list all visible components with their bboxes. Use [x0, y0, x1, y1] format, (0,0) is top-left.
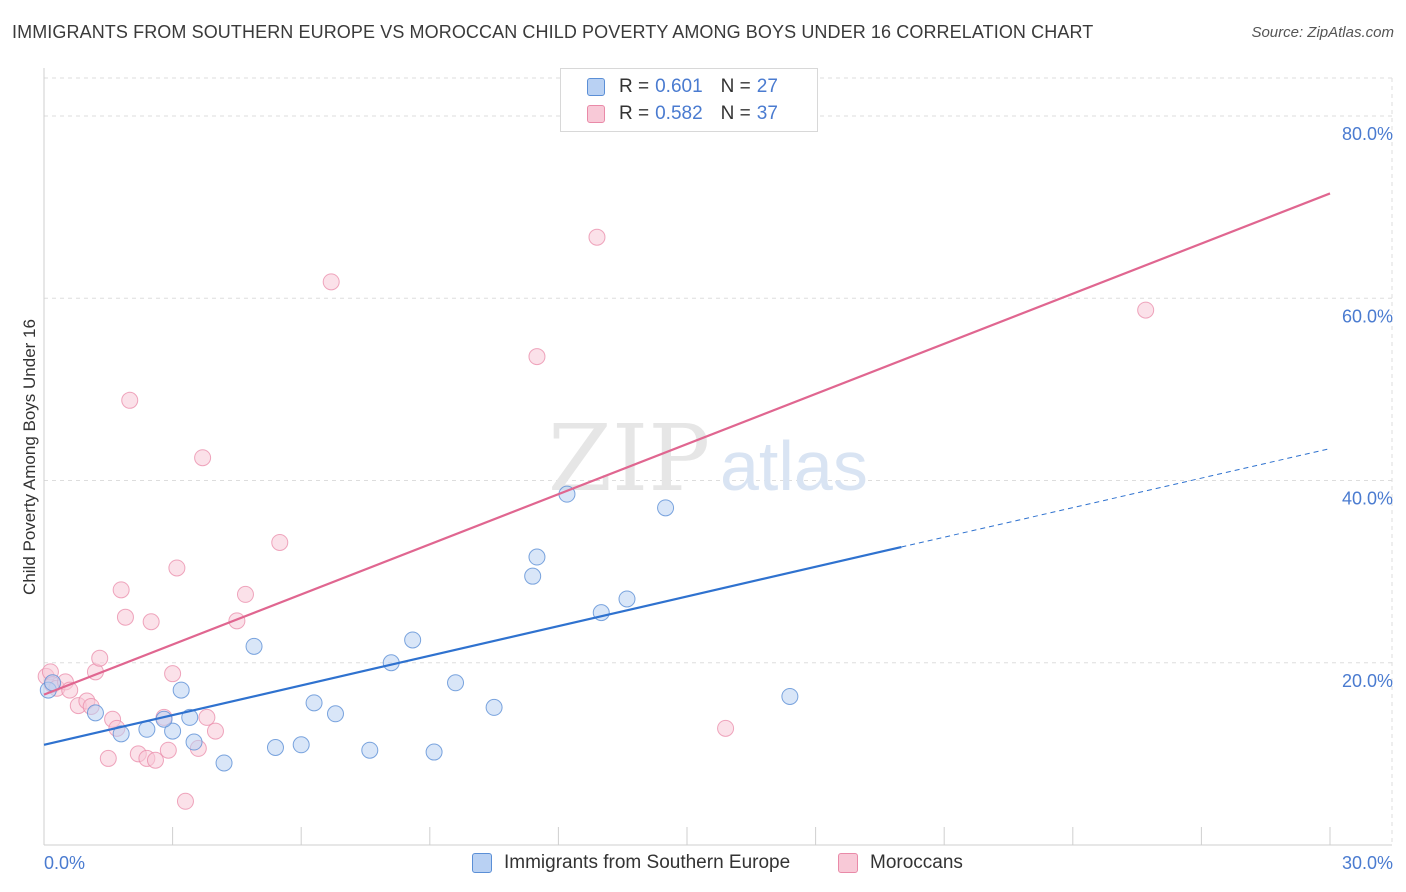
data-point-southern-europe — [781, 687, 799, 705]
data-point-southern-europe — [326, 705, 344, 723]
bottom-legend-southern-europe: Immigrants from Southern Europe — [472, 852, 790, 874]
data-point-southern-europe — [86, 704, 104, 722]
data-point-moroccans — [91, 649, 109, 667]
axes — [43, 68, 1392, 846]
data-point-moroccans — [168, 559, 186, 577]
bottom-legend-label: Moroccans — [870, 852, 963, 873]
trend-line-southern-europe-projection — [901, 448, 1331, 548]
watermark: ZIP atlas — [548, 405, 868, 512]
bottom-legend-label: Immigrants from Southern Europe — [504, 852, 791, 873]
legend-row-southern-europe: R = 0.601 N = 27 — [587, 74, 778, 100]
data-point-moroccans — [236, 585, 254, 603]
trend-line-moroccans — [43, 192, 1331, 696]
y-tick-label: 20.0% — [1342, 671, 1393, 691]
data-point-moroccans — [588, 228, 606, 246]
data-point-southern-europe — [245, 637, 263, 655]
data-point-southern-europe — [305, 694, 323, 712]
data-point-southern-europe — [425, 743, 443, 761]
data-point-southern-europe — [447, 674, 465, 692]
data-point-moroccans — [146, 751, 164, 769]
data-point-southern-europe — [404, 631, 422, 649]
data-point-moroccans — [528, 348, 546, 366]
data-point-moroccans — [159, 741, 177, 759]
bottom-legend-swatch-blue — [472, 853, 492, 873]
data-point-southern-europe — [524, 567, 542, 585]
legend-n-value: 37 — [756, 103, 778, 124]
data-point-moroccans — [1137, 301, 1155, 319]
series-southern-europe-points — [39, 485, 799, 772]
data-point-moroccans — [164, 665, 182, 683]
data-point-southern-europe — [657, 499, 675, 517]
x-tick-label: 0.0% — [44, 853, 85, 873]
legend-n-value: 27 — [756, 76, 778, 97]
trend-line-southern-europe — [43, 545, 902, 746]
data-point-moroccans — [198, 708, 216, 726]
legend-n-label: N = — [720, 103, 751, 124]
legend-swatch-pink — [587, 105, 605, 123]
data-point-southern-europe — [361, 741, 379, 759]
data-point-moroccans — [121, 391, 139, 409]
data-point-moroccans — [116, 608, 134, 626]
data-point-southern-europe — [485, 698, 503, 716]
y-tick-label: 40.0% — [1342, 489, 1393, 509]
y-tick-label: 60.0% — [1342, 306, 1393, 326]
data-point-southern-europe — [215, 754, 233, 772]
data-point-southern-europe — [181, 708, 199, 726]
data-point-moroccans — [206, 722, 224, 740]
data-point-moroccans — [99, 749, 117, 767]
tick-labels: 20.0% 40.0% 60.0% 80.0% 0.0% 30.0% — [44, 124, 1393, 873]
x-tick-label: 30.0% — [1342, 853, 1393, 873]
data-point-moroccans — [194, 449, 212, 467]
data-point-moroccans — [717, 719, 735, 737]
y-tick-label: 80.0% — [1342, 124, 1393, 144]
data-point-southern-europe — [292, 736, 310, 754]
data-point-moroccans — [322, 273, 340, 291]
data-point-southern-europe — [164, 722, 182, 740]
stats-legend: R = 0.601 N = 27 R = 0.582 N = 37 — [560, 68, 818, 132]
bottom-legend-swatch-pink — [838, 853, 858, 873]
bottom-legend-moroccans: Moroccans — [838, 852, 963, 874]
data-point-moroccans — [112, 581, 130, 599]
data-point-moroccans — [176, 792, 194, 810]
data-point-southern-europe — [618, 590, 636, 608]
legend-row-moroccans: R = 0.582 N = 37 — [587, 101, 778, 127]
data-point-southern-europe — [172, 681, 190, 699]
y-axis-label: Child Poverty Among Boys Under 16 — [20, 319, 39, 595]
legend-r-value: 0.582 — [655, 103, 703, 124]
legend-r-value: 0.601 — [655, 76, 703, 97]
data-point-moroccans — [271, 533, 289, 551]
legend-r-label: R = — [619, 103, 650, 124]
data-point-southern-europe — [112, 725, 130, 743]
data-point-southern-europe — [185, 733, 203, 751]
data-point-southern-europe — [528, 548, 546, 566]
legend-swatch-blue — [587, 78, 605, 96]
data-point-southern-europe — [266, 738, 284, 756]
chart-title: IMMIGRANTS FROM SOUTHERN EUROPE VS MOROC… — [12, 22, 1094, 42]
data-point-moroccans — [142, 613, 160, 631]
legend-r-label: R = — [619, 76, 650, 97]
source-credit: Source: ZipAtlas.com — [1251, 24, 1394, 41]
legend-n-label: N = — [720, 76, 751, 97]
trend-lines — [43, 192, 1331, 746]
watermark-atlas: atlas — [720, 427, 868, 505]
series-moroccans-points — [37, 228, 1155, 810]
data-point-southern-europe — [138, 720, 156, 738]
